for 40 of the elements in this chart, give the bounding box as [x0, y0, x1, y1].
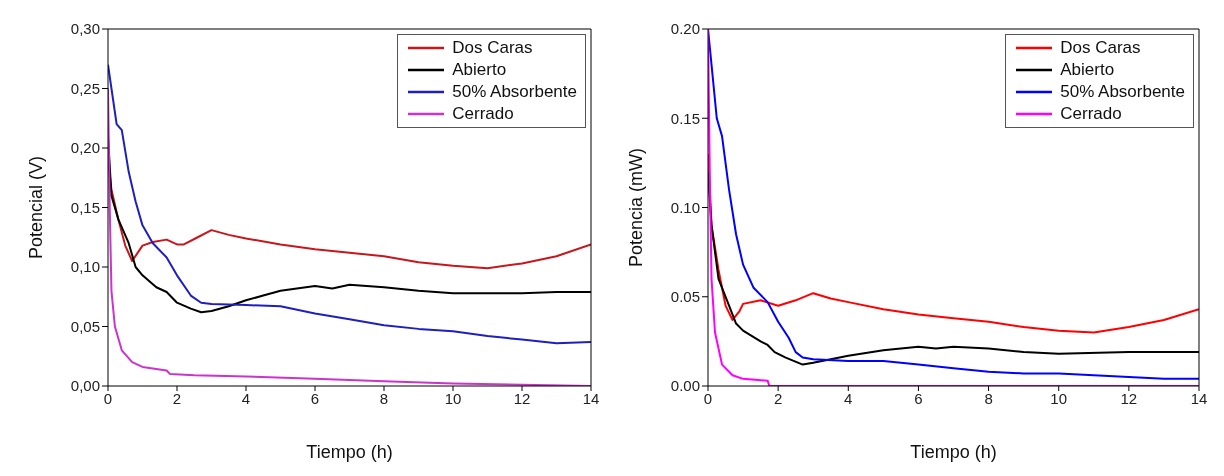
x-axis-title: Tiempo (h)	[306, 442, 393, 462]
y-axis-title: Potencial (V)	[26, 155, 47, 260]
x-tick-label: 2	[773, 389, 783, 407]
y-tick-label: 0,00	[70, 377, 100, 395]
legend-label: Abierto	[1060, 59, 1115, 81]
y-tick-label: 0,15	[70, 198, 100, 216]
y-tick-label: 0,05	[70, 317, 100, 335]
y-tick-label: 0.10	[670, 198, 700, 216]
x-tick-label: 4	[241, 389, 251, 407]
y-tick-label: 0.00	[670, 377, 700, 395]
x-tick-label: 0	[103, 389, 113, 407]
x-tick-label: 10	[444, 389, 462, 407]
y-tick-label: 0,30	[70, 20, 100, 38]
legend-label: Dos Caras	[1060, 37, 1141, 59]
x-tick-label: 14	[582, 389, 600, 407]
x-tick-label: 8	[379, 389, 389, 407]
y-axis-title: Potencia (mW)	[626, 147, 647, 268]
x-tick-label: 4	[844, 389, 853, 407]
legend-label: Abierto	[452, 59, 507, 81]
x-tick-label: 6	[914, 389, 923, 407]
x-tick-label: 8	[984, 389, 993, 407]
legend-label: 50% Absorbente	[1060, 81, 1185, 103]
legend-label: 50% Absorbente	[452, 81, 577, 103]
y-tick-label: 0,20	[70, 139, 100, 157]
x-tick-label: 6	[310, 389, 320, 407]
x-tick-label: 10	[1050, 389, 1068, 407]
legend-label: Cerrado	[452, 103, 514, 125]
x-tick-label: 14	[1190, 389, 1208, 407]
y-tick-label: 0.20	[670, 20, 700, 38]
x-tick-label: 0	[703, 389, 713, 407]
y-tick-label: 0.15	[670, 109, 700, 127]
x-axis-title: Tiempo (h)	[910, 442, 997, 462]
y-tick-label: 0.05	[670, 288, 700, 306]
x-tick-label: 12	[513, 389, 531, 407]
x-tick-label: 12	[1120, 389, 1138, 407]
legend-label: Cerrado	[1060, 103, 1122, 125]
y-tick-label: 0,10	[70, 258, 100, 276]
x-tick-label: 2	[172, 389, 182, 407]
y-tick-label: 0,25	[70, 79, 100, 97]
legend-label: Dos Caras	[452, 37, 533, 59]
